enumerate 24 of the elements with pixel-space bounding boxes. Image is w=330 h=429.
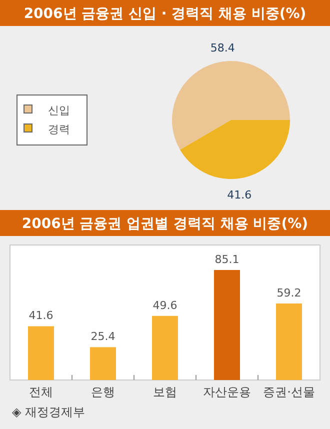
data-label: 59.2 <box>276 286 302 300</box>
x-tick-label: 증권·선물 <box>263 385 315 399</box>
chart-title: 2006년 금융권 업권별 경력직 채용 비중(%) <box>22 216 308 232</box>
chart-title: 2006년 금융권 신입 · 경력직 채용 비중(%) <box>24 6 306 22</box>
data-label: 58.4 <box>210 41 235 54</box>
data-label: 41.6 <box>28 309 54 322</box>
legend-label: 신입 <box>48 104 70 117</box>
bar <box>214 270 240 380</box>
x-tick-label: 은행 <box>91 385 115 399</box>
pie-slice <box>180 120 290 179</box>
bar <box>276 303 302 380</box>
data-label: 41.6 <box>227 188 252 202</box>
bar <box>152 316 178 380</box>
x-tick-label: 보험 <box>153 385 177 399</box>
data-label: 85.1 <box>214 253 240 266</box>
bar <box>28 326 54 380</box>
x-tick-label: 자산운용 <box>203 385 251 399</box>
text: ◈ 재정경제부 <box>12 405 86 419</box>
legend-label: 경력 <box>48 123 70 136</box>
pie-slice <box>172 61 290 150</box>
data-label: 49.6 <box>152 298 178 312</box>
x-tick-label: 전체 <box>29 385 53 399</box>
bar <box>90 347 116 380</box>
data-label: 25.4 <box>90 330 116 344</box>
